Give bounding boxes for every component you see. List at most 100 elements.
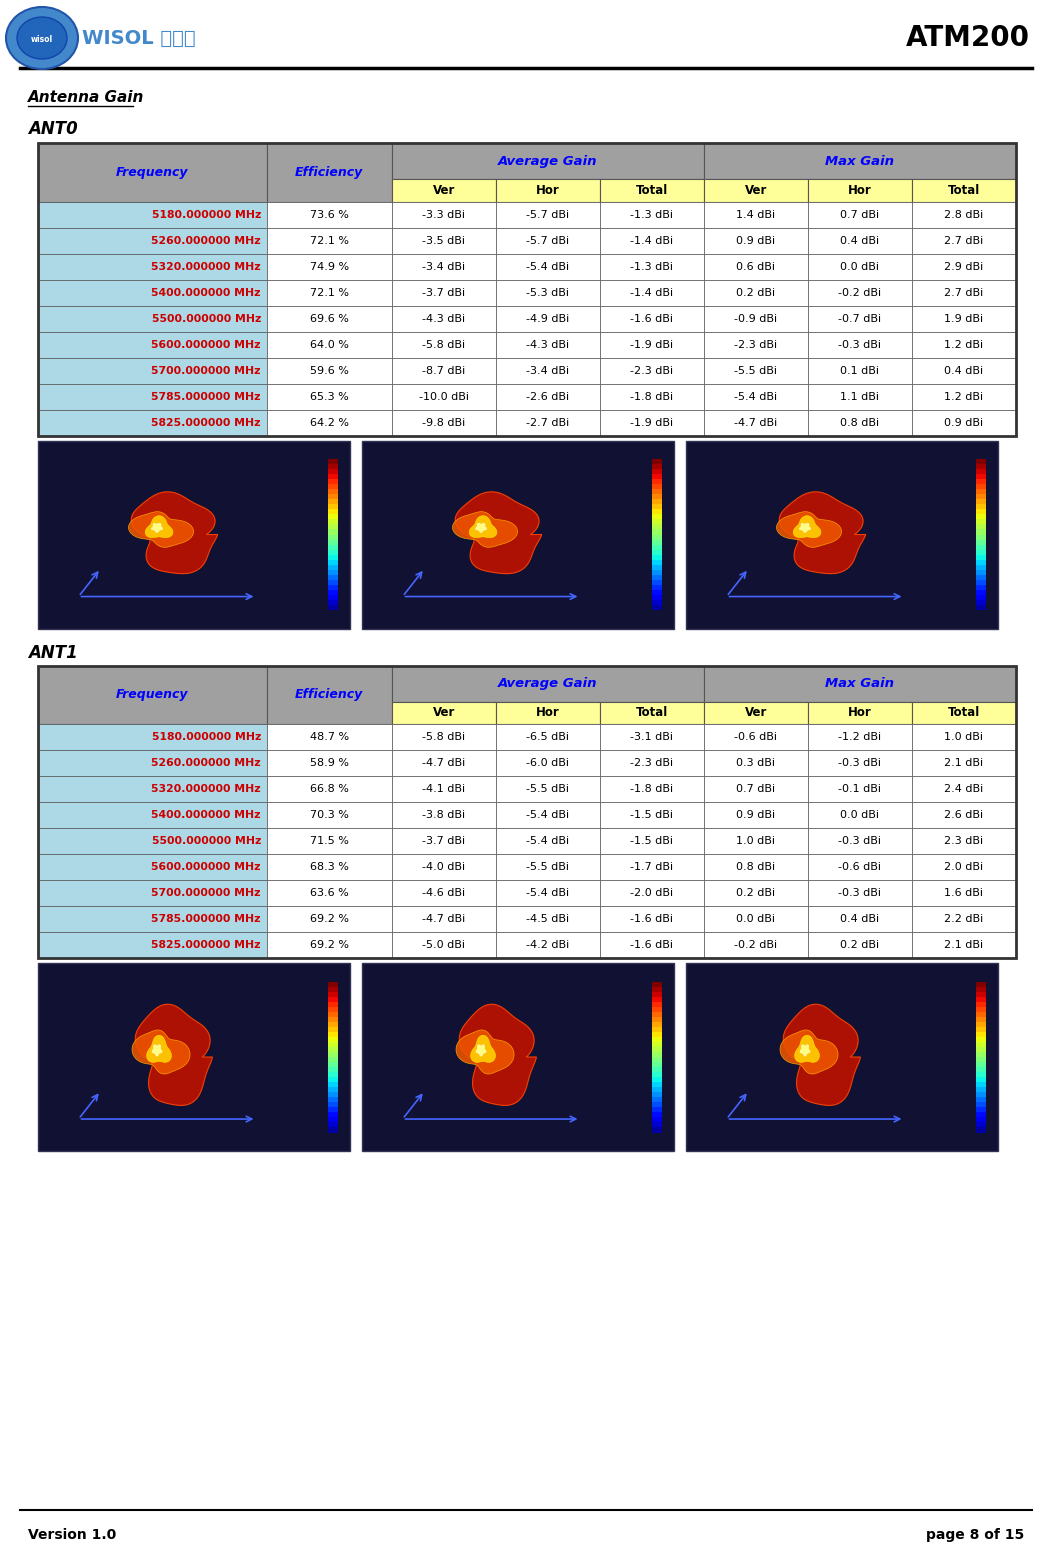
Text: page 8 of 15: page 8 of 15: [926, 1528, 1024, 1542]
Bar: [912, 828, 1016, 854]
Bar: [328, 584, 338, 591]
Bar: [38, 143, 267, 202]
Bar: [38, 665, 1016, 958]
Bar: [652, 1062, 662, 1068]
Text: 71.5 %: 71.5 %: [310, 835, 349, 846]
Bar: [976, 524, 986, 530]
Bar: [652, 484, 662, 490]
Bar: [652, 510, 662, 515]
Text: -1.8 dBi: -1.8 dBi: [630, 784, 673, 794]
Bar: [912, 202, 1016, 228]
Text: 0.3 dBi: 0.3 dBi: [736, 758, 775, 767]
Bar: [976, 1102, 986, 1108]
Bar: [38, 332, 267, 358]
Text: Hor: Hor: [848, 707, 872, 719]
Bar: [652, 1001, 662, 1008]
Polygon shape: [132, 491, 218, 574]
Bar: [328, 1057, 338, 1062]
Text: -1.3 dBi: -1.3 dBi: [630, 209, 673, 220]
Bar: [704, 409, 808, 436]
Text: -8.7 dBi: -8.7 dBi: [422, 366, 465, 375]
Bar: [328, 595, 338, 600]
Bar: [328, 550, 338, 555]
Bar: [808, 409, 912, 436]
Bar: [328, 580, 338, 586]
Text: 0.7 dBi: 0.7 dBi: [841, 209, 879, 220]
Bar: [652, 992, 662, 997]
Bar: [912, 279, 1016, 305]
Bar: [38, 383, 267, 409]
Bar: [704, 777, 808, 801]
Bar: [391, 383, 495, 409]
Text: 1.1 dBi: 1.1 dBi: [841, 392, 879, 401]
Text: 68.3 %: 68.3 %: [310, 862, 349, 873]
Bar: [652, 1093, 662, 1097]
Bar: [495, 180, 600, 202]
Bar: [652, 550, 662, 555]
Text: Hor: Hor: [535, 184, 560, 197]
Bar: [267, 777, 391, 801]
Bar: [267, 143, 391, 202]
Bar: [495, 383, 600, 409]
Bar: [976, 604, 986, 611]
Bar: [976, 490, 986, 494]
Bar: [976, 539, 986, 546]
Bar: [976, 544, 986, 550]
Bar: [391, 750, 495, 777]
Bar: [38, 143, 1016, 436]
Bar: [267, 202, 391, 228]
Text: Total: Total: [948, 707, 980, 719]
Text: 0.0 dBi: 0.0 dBi: [736, 914, 775, 924]
Text: 0.6 dBi: 0.6 dBi: [736, 262, 775, 271]
Polygon shape: [780, 1029, 838, 1074]
Bar: [391, 305, 495, 332]
Bar: [600, 828, 704, 854]
Bar: [652, 575, 662, 580]
Bar: [652, 560, 662, 566]
Bar: [391, 665, 704, 702]
Bar: [808, 932, 912, 958]
Bar: [704, 202, 808, 228]
Bar: [495, 828, 600, 854]
Bar: [328, 987, 338, 992]
Text: 5825.000000 MHz: 5825.000000 MHz: [151, 939, 261, 950]
Text: 0.8 dBi: 0.8 dBi: [736, 862, 775, 873]
Bar: [704, 143, 1016, 180]
Text: ANT0: ANT0: [28, 119, 78, 138]
Bar: [976, 1113, 986, 1118]
Text: 5700.000000 MHz: 5700.000000 MHz: [151, 366, 261, 375]
Text: 2.0 dBi: 2.0 dBi: [945, 862, 984, 873]
Bar: [912, 724, 1016, 750]
Bar: [328, 560, 338, 566]
Text: 74.9 %: 74.9 %: [309, 262, 349, 271]
Bar: [808, 180, 912, 202]
Text: 2.1 dBi: 2.1 dBi: [945, 939, 984, 950]
Text: 0.7 dBi: 0.7 dBi: [736, 784, 775, 794]
Text: 2.8 dBi: 2.8 dBi: [945, 209, 984, 220]
Text: 5500.000000 MHz: 5500.000000 MHz: [151, 835, 261, 846]
Bar: [328, 1097, 338, 1102]
Bar: [391, 409, 495, 436]
Bar: [328, 1073, 338, 1077]
Bar: [38, 932, 267, 958]
Bar: [652, 580, 662, 586]
Bar: [391, 180, 495, 202]
Bar: [600, 305, 704, 332]
Text: 59.6 %: 59.6 %: [310, 366, 349, 375]
Text: Max Gain: Max Gain: [826, 155, 894, 167]
Bar: [328, 1122, 338, 1128]
Bar: [495, 777, 600, 801]
Bar: [652, 1008, 662, 1012]
Bar: [38, 279, 267, 305]
Text: 5260.000000 MHz: 5260.000000 MHz: [151, 236, 261, 245]
Text: -1.6 dBi: -1.6 dBi: [630, 914, 673, 924]
Polygon shape: [469, 516, 497, 538]
Bar: [976, 519, 986, 525]
Text: 5500.000000 MHz: 5500.000000 MHz: [151, 313, 261, 324]
Text: -4.1 dBi: -4.1 dBi: [422, 784, 465, 794]
Text: 0.0 dBi: 0.0 dBi: [841, 262, 879, 271]
Bar: [976, 1012, 986, 1017]
Bar: [495, 332, 600, 358]
Bar: [267, 907, 391, 932]
Bar: [976, 1008, 986, 1012]
